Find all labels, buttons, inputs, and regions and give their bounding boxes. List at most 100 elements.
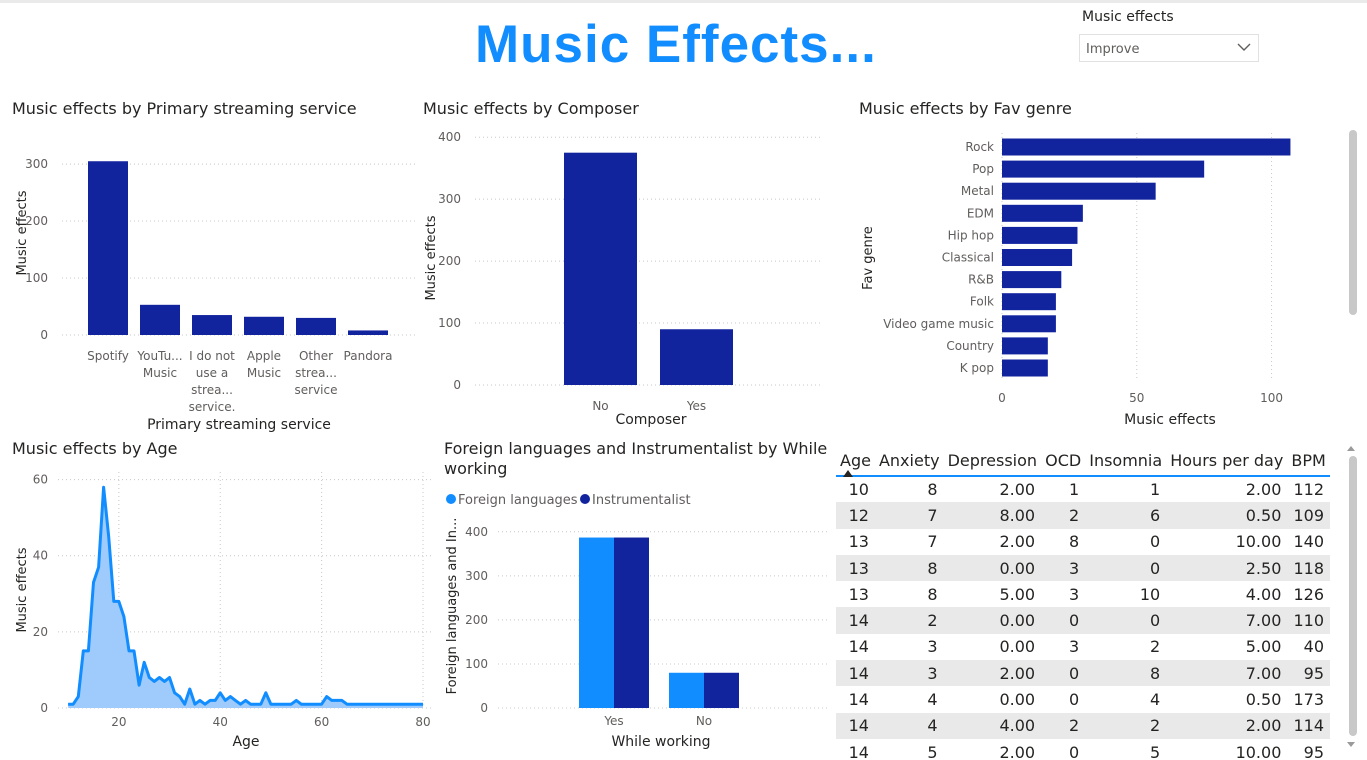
column-header[interactable]: Depression <box>947 451 1038 470</box>
x-tick-label: Yes <box>686 399 706 413</box>
table-cell: 118 <box>1293 558 1324 578</box>
column-header[interactable]: Insomnia <box>1089 451 1163 470</box>
y-tick-label: Pop <box>972 162 994 176</box>
table-cell: 14 <box>848 663 869 683</box>
table-row[interactable]: 14 2 0.00 0 0 7.00 110 <box>836 607 1330 634</box>
y-tick-label: EDM <box>967 206 994 220</box>
table-cell: 2.00 <box>1245 480 1282 500</box>
table-scrollbar[interactable] <box>1349 456 1357 736</box>
y-tick-label: 200 <box>25 214 48 228</box>
while-working-chart[interactable]: Foreign languages Instrumentalist 0 100 200 3… <box>438 485 830 760</box>
y-axis-title: Music effects <box>424 215 439 300</box>
table-cell: 3 <box>927 663 938 683</box>
table-row[interactable]: 10 8 2.00 1 1 2.00 112 <box>836 476 1330 502</box>
table-cell: 2.00 <box>999 532 1036 552</box>
x-tick-label: strea... <box>295 366 337 380</box>
bar <box>669 672 704 708</box>
table-cell: 2 <box>927 611 938 631</box>
bar <box>244 316 284 335</box>
age-chart[interactable]: 0 20 40 60 20 40 60 80 Age Music effects <box>0 460 438 760</box>
table-cell: 8 <box>927 584 938 604</box>
table-cell: 3 <box>927 637 938 657</box>
table-cell: 2.00 <box>999 663 1036 683</box>
table-cell: 0 <box>1069 690 1080 710</box>
column-header[interactable]: BPM <box>1291 451 1326 470</box>
x-axis-title: While working <box>611 734 710 750</box>
column-header[interactable]: Anxiety <box>878 451 940 470</box>
y-tick-label: 100 <box>25 271 48 285</box>
music-effects-slicer[interactable]: Improve <box>1079 34 1259 62</box>
table-cell: 8 <box>927 558 938 578</box>
y-tick-label: Folk <box>970 295 994 309</box>
table-row[interactable]: 13 7 2.00 8 0 10.00 140 <box>836 529 1330 555</box>
y-axis-title: Foreign languages and In... <box>445 518 460 695</box>
scroll-up-arrow[interactable] <box>1347 446 1355 451</box>
bar <box>1002 293 1056 311</box>
table-cell: 7 <box>927 505 938 525</box>
top-border <box>0 0 1367 3</box>
streaming-service-chart[interactable]: 0 100 200 300 Spotify YouTu... Music I do not us… <box>0 125 420 435</box>
table-row[interactable]: 14 3 2.00 0 8 7.00 95 <box>836 660 1330 687</box>
fav-genre-chart[interactable]: 0 50 100 Rock Pop Metal EDM Hip hop Classical R&B… <box>850 125 1320 433</box>
table-cell: 10 <box>848 480 869 500</box>
table-cell: 0 <box>1069 611 1080 631</box>
table-row[interactable]: 14 5 2.00 0 5 10.00 95 <box>836 739 1330 760</box>
table-cell: 13 <box>848 532 869 552</box>
table-cell: 3 <box>1069 637 1080 657</box>
page-title: Music Effects... <box>475 15 877 74</box>
table-cell: 0.50 <box>1245 690 1282 710</box>
table-cell: 95 <box>1303 663 1324 683</box>
table-cell: 8 <box>1069 532 1080 552</box>
y-tick-label: Hip hop <box>948 228 994 242</box>
table-cell: 2 <box>1150 637 1161 657</box>
y-tick-label: R&B <box>968 273 994 287</box>
table-row[interactable]: 13 8 5.00 3 10 4.00 126 <box>836 581 1330 607</box>
sort-ascending-icon[interactable] <box>843 470 853 477</box>
slicer-selected-value: Improve <box>1086 42 1140 57</box>
data-table[interactable]: Age Anxiety Depression OCD Insomnia Hours per… <box>836 440 1332 760</box>
x-tick-label: 0 <box>998 391 1006 405</box>
table-cell: 14 <box>848 690 869 710</box>
table-cell: 5 <box>1150 742 1161 760</box>
legend-label: Foreign languages <box>458 493 578 508</box>
working-chart-title-line2: working <box>444 459 508 478</box>
table-cell: 14 <box>848 611 869 631</box>
table-row[interactable]: 14 4 4.00 2 2 2.00 114 <box>836 712 1330 739</box>
column-header[interactable]: Age <box>836 440 875 477</box>
column-header[interactable]: OCD <box>1045 451 1082 470</box>
x-tick-label: service. <box>189 400 236 414</box>
y-tick-label: 20 <box>33 625 48 639</box>
table-row[interactable]: 14 3 0.00 3 2 5.00 40 <box>836 634 1330 660</box>
bar <box>348 330 388 335</box>
y-tick-label: K pop <box>960 361 994 375</box>
y-tick-label: Video game music <box>883 317 994 331</box>
table-row[interactable]: 13 8 0.00 3 0 2.50 118 <box>836 554 1330 582</box>
scroll-down-arrow[interactable] <box>1347 742 1355 747</box>
x-tick-label: Yes <box>603 714 623 728</box>
table-cell: 5.00 <box>1245 637 1282 657</box>
x-axis-title: Composer <box>615 412 686 428</box>
chevron-down-icon[interactable] <box>1236 39 1252 55</box>
table-cell: 3 <box>1069 584 1080 604</box>
table-cell: 0.00 <box>999 558 1036 578</box>
x-tick-label: I do not <box>189 349 235 363</box>
table-cell: 110 <box>1293 611 1324 631</box>
genre-chart-title: Music effects by Fav genre <box>859 99 1072 118</box>
table-header-row: Age Anxiety Depression OCD Insomnia Hours per… <box>836 440 1330 477</box>
x-tick-label: 20 <box>111 715 126 729</box>
bar <box>614 537 649 708</box>
table-cell: 0.50 <box>1245 505 1282 525</box>
table-row[interactable]: 12 7 8.00 2 6 0.50 109 <box>836 502 1330 529</box>
x-tick-label: Apple <box>247 349 281 363</box>
x-tick-label: 50 <box>1129 391 1144 405</box>
genre-scrollbar[interactable] <box>1349 130 1357 315</box>
table-cell: 4.00 <box>1245 584 1282 604</box>
table-row[interactable]: 14 4 0.00 0 4 0.50 173 <box>836 686 1330 712</box>
y-axis-title: Fav genre <box>861 226 876 290</box>
table-cell: 10 <box>1139 584 1161 604</box>
y-axis-title: Music effects <box>15 190 30 275</box>
column-header[interactable]: Hours per day <box>1170 451 1284 470</box>
x-tick-label: YouTu... <box>136 349 182 363</box>
table-cell: 4 <box>927 716 938 736</box>
